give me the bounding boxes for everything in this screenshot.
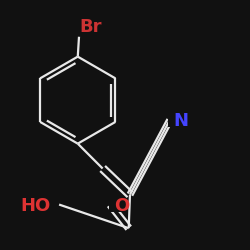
Text: Br: Br	[79, 18, 102, 36]
FancyBboxPatch shape	[70, 20, 93, 34]
FancyBboxPatch shape	[36, 200, 57, 212]
Text: N: N	[174, 112, 188, 130]
FancyBboxPatch shape	[110, 200, 123, 212]
Text: HO: HO	[20, 197, 50, 215]
Text: O: O	[114, 197, 129, 215]
FancyBboxPatch shape	[168, 115, 181, 128]
